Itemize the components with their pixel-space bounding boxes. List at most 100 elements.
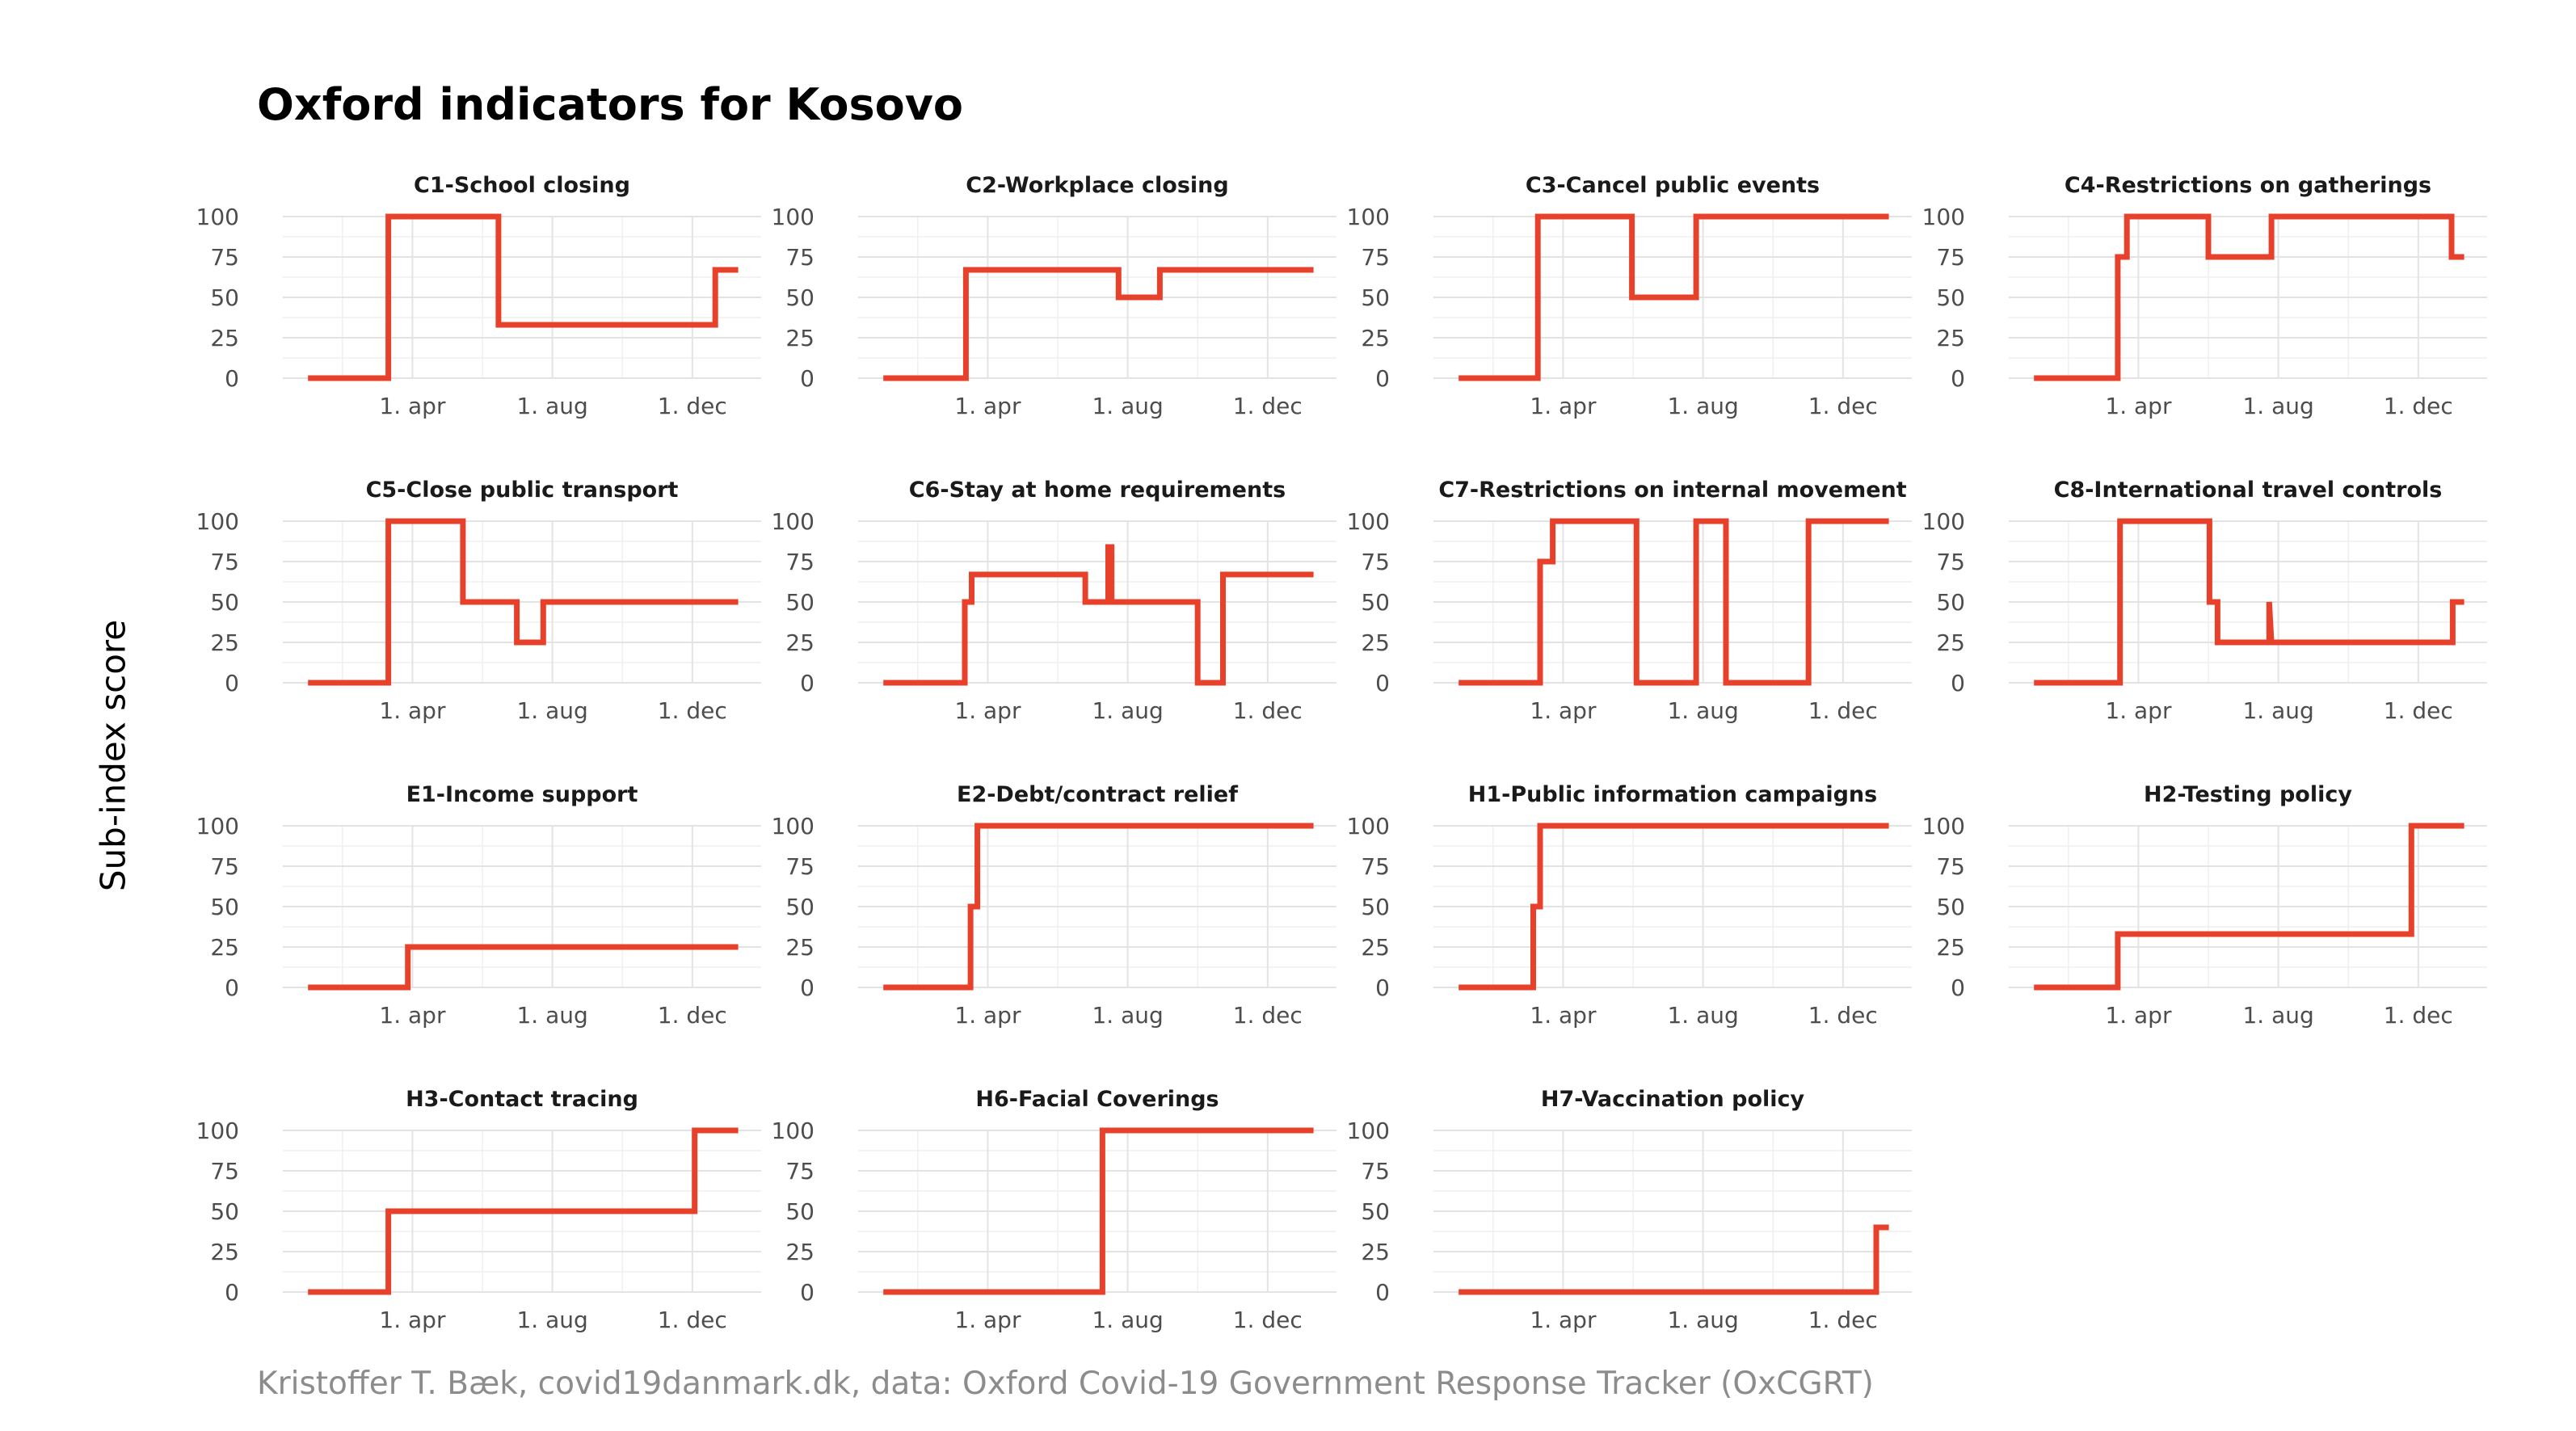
panel-title: H1-Public information campaigns	[1468, 782, 1877, 807]
y-tick-label: 0	[1375, 1279, 1390, 1306]
x-tick-label: 1. dec	[1808, 697, 1878, 724]
series-line	[308, 944, 739, 991]
y-tick-label: 75	[1936, 244, 1965, 271]
y-tick-label: 25	[210, 1239, 239, 1265]
x-tick-label: 1. dec	[1233, 393, 1303, 419]
y-tick-label: 0	[225, 365, 239, 392]
x-tick-label: 1. aug	[1667, 393, 1738, 419]
facet-panel: C7-Restrictions on internal movement 0 25 5…	[1347, 478, 1912, 724]
x-tick-label: 1. dec	[1233, 1307, 1303, 1333]
facet-panel: C6-Stay at home requirements 0 25 50 75 100 1.…	[772, 478, 1336, 724]
x-tick-label: 1. apr	[1530, 1002, 1597, 1029]
y-tick-label: 25	[1936, 629, 1965, 656]
x-tick-label: 1. apr	[379, 697, 446, 724]
y-tick-label: 100	[1347, 813, 1390, 840]
y-tick-label: 75	[210, 244, 239, 271]
x-tick-label: 1. apr	[379, 1307, 446, 1333]
y-tick-label: 100	[1922, 508, 1965, 535]
y-tick-label: 0	[800, 670, 814, 697]
facet-panel: E1-Income support 0 25 50 75 100 1. apr 1. aug 1…	[196, 782, 761, 1029]
y-tick-label: 25	[785, 629, 814, 656]
y-tick-label: 75	[1361, 853, 1390, 880]
y-tick-label: 100	[772, 813, 814, 840]
y-tick-label: 25	[1936, 325, 1965, 351]
y-tick-label: 50	[1361, 284, 1390, 311]
x-tick-label: 1. aug	[516, 697, 587, 724]
x-tick-label: 1. dec	[658, 697, 727, 724]
y-tick-label: 0	[800, 974, 814, 1001]
x-tick-label: 1. aug	[1667, 1002, 1738, 1029]
y-tick-label: 25	[210, 325, 239, 351]
facet-panel: C1-School closing 0 25 50 75 100 1. apr 1. aug 1…	[196, 173, 761, 419]
x-tick-label: 1. apr	[954, 1307, 1021, 1333]
y-tick-label: 50	[785, 284, 814, 311]
y-tick-label: 100	[1922, 813, 1965, 840]
facet-panel: C2-Workplace closing 0 25 50 75 100 1. apr 1. a…	[772, 173, 1336, 419]
series-line	[883, 267, 1314, 381]
panel-title: C2-Workplace closing	[966, 173, 1228, 198]
y-tick-label: 100	[1347, 508, 1390, 535]
page-title: Oxford indicators for Kosovo	[257, 79, 964, 130]
facet-panel: H6-Facial Coverings 0 25 50 75 100 1. apr 1. au…	[772, 1087, 1336, 1333]
y-tick-label: 75	[1361, 1158, 1390, 1185]
x-tick-label: 1. aug	[1092, 393, 1163, 419]
y-tick-label: 100	[1347, 1117, 1390, 1144]
x-tick-label: 1. aug	[516, 393, 587, 419]
y-tick-label: 100	[196, 204, 239, 230]
x-tick-label: 1. dec	[1808, 393, 1878, 419]
panel-title: E2-Debt/contract relief	[957, 782, 1238, 807]
facet-panel: H2-Testing policy 0 25 50 75 100 1. apr 1. aug 1…	[1922, 782, 2487, 1029]
y-tick-label: 75	[785, 549, 814, 575]
x-tick-label: 1. dec	[2384, 393, 2453, 419]
x-tick-label: 1. apr	[379, 1002, 446, 1029]
panel-title: H6-Facial Coverings	[975, 1087, 1219, 1112]
x-tick-label: 1. dec	[2384, 1002, 2453, 1029]
y-tick-label: 75	[1936, 549, 1965, 575]
y-tick-label: 75	[785, 1158, 814, 1185]
x-tick-label: 1. dec	[1808, 1307, 1878, 1333]
x-tick-label: 1. dec	[1233, 697, 1303, 724]
y-tick-label: 50	[1361, 1198, 1390, 1225]
series-line	[308, 213, 739, 381]
y-tick-label: 50	[1936, 284, 1965, 311]
panel-title: H3-Contact tracing	[406, 1087, 638, 1112]
series-line	[883, 823, 1314, 991]
panel-title: C6-Stay at home requirements	[909, 478, 1286, 503]
facet-panel: C3-Cancel public events 0 25 50 75 100 1. apr 1…	[1347, 173, 1912, 419]
x-tick-label: 1. aug	[516, 1002, 587, 1029]
y-tick-label: 100	[1347, 204, 1390, 230]
y-tick-label: 25	[1361, 325, 1390, 351]
y-tick-label: 75	[1361, 549, 1390, 575]
y-tick-label: 50	[1936, 589, 1965, 616]
y-tick-label: 0	[225, 1279, 239, 1306]
y-tick-label: 0	[1951, 974, 1965, 1001]
x-tick-label: 1. dec	[658, 1002, 727, 1029]
series-line	[308, 1127, 739, 1295]
series-line	[1458, 823, 1889, 991]
x-tick-label: 1. apr	[954, 393, 1021, 419]
y-tick-label: 0	[1951, 365, 1965, 392]
series-line	[2034, 213, 2464, 381]
y-tick-label: 100	[772, 508, 814, 535]
x-tick-label: 1. aug	[1092, 697, 1163, 724]
series-line	[1458, 1224, 1889, 1295]
x-tick-label: 1. apr	[2105, 697, 2172, 724]
caption: Kristoffer T. Bæk, covid19danmark.dk, da…	[257, 1366, 1874, 1402]
facet-panel: C8-International travel controls 0 25 50 75 1…	[1922, 478, 2487, 724]
x-tick-label: 1. apr	[1530, 697, 1597, 724]
x-tick-label: 1. dec	[1233, 1002, 1303, 1029]
facet-panel: H7-Vaccination policy 0 25 50 75 100 1. apr 1. …	[1347, 1087, 1912, 1333]
y-tick-label: 0	[1375, 974, 1390, 1001]
y-tick-label: 0	[1951, 670, 1965, 697]
panel-title: E1-Income support	[406, 782, 638, 807]
y-tick-label: 50	[785, 894, 814, 920]
y-tick-label: 100	[196, 813, 239, 840]
x-tick-label: 1. dec	[2384, 697, 2453, 724]
facet-panel: H3-Contact tracing 0 25 50 75 100 1. apr 1. aug…	[196, 1087, 761, 1333]
y-tick-label: 25	[1936, 934, 1965, 961]
y-tick-label: 50	[1361, 894, 1390, 920]
x-tick-label: 1. aug	[1092, 1002, 1163, 1029]
x-tick-label: 1. dec	[658, 393, 727, 419]
y-tick-label: 100	[772, 204, 814, 230]
